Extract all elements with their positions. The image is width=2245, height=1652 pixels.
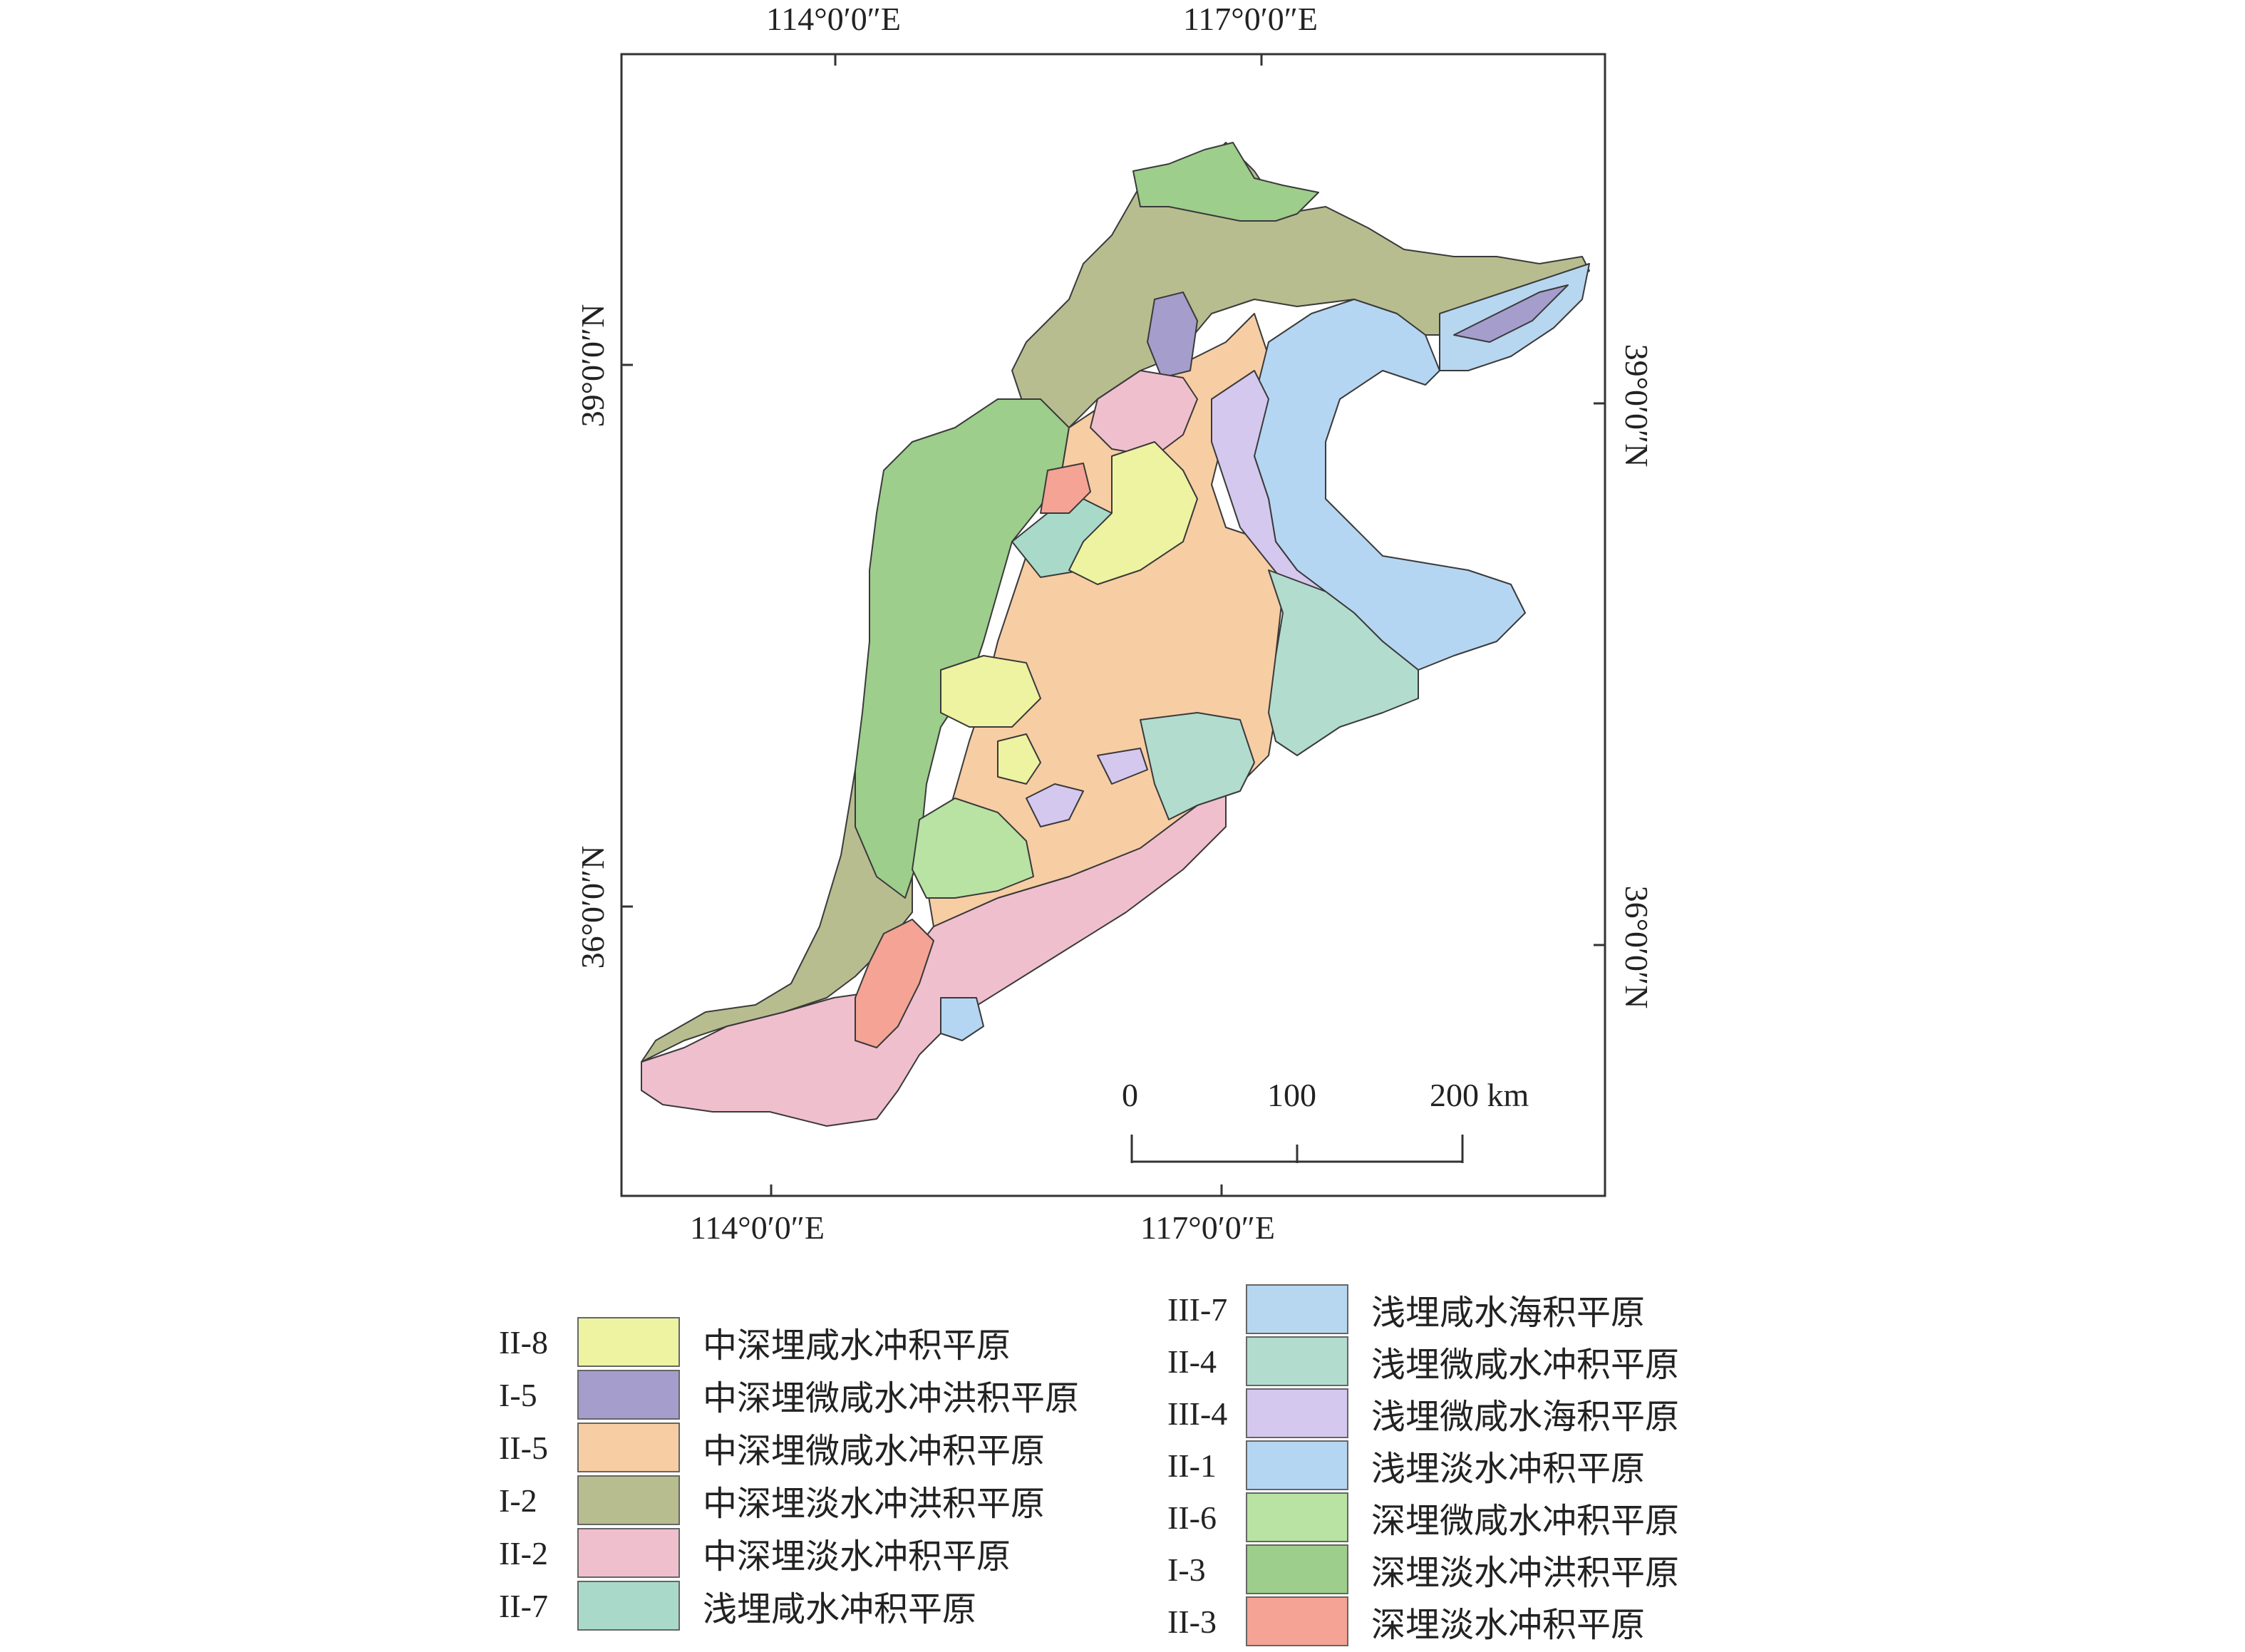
legend-item: II-2 中深埋淡水冲积平原 [499,1527,1011,1579]
legend-swatch [1246,1388,1348,1438]
legend-code: II-8 [499,1323,548,1361]
region-ii8-b [940,655,1041,728]
legend-item: II-8 中深埋咸水冲积平原 [499,1316,1011,1368]
region-ii2-north [1090,370,1198,457]
region-polygons [641,142,1590,1127]
legend-code: I-5 [499,1376,537,1413]
legend-swatch [1246,1544,1348,1594]
legend-swatch [1246,1336,1348,1386]
legend-code: II-1 [1167,1447,1217,1484]
legend-swatch [577,1528,680,1578]
scale-label-100: 100 [1267,1077,1316,1113]
legend-swatch [577,1581,680,1631]
region-ii8-c [997,733,1041,785]
region-ii2-south [641,783,1227,1127]
legend-label: 中深埋咸水冲积平原 [703,1326,1011,1366]
legend-item: I-3 深埋淡水冲洪积平原 [1167,1543,1679,1596]
legend-swatch [577,1370,680,1420]
legend-item: II-3 深埋淡水冲积平原 [1167,1595,1645,1648]
legend-label: 浅埋咸水海积平原 [1371,1293,1646,1333]
region-ii3-west [1040,463,1091,514]
region-i5-north [1147,291,1198,378]
legend-code: III-4 [1167,1395,1228,1432]
region-ii6-south [912,797,1034,899]
region-iii4-south [1026,783,1084,827]
legend-label: 深埋微咸水冲积平原 [1371,1501,1680,1541]
region-ii3-south [855,919,934,1048]
graticule-left-1: 39°0′0″N [574,304,611,428]
legend-item: II-6 深埋微咸水冲积平原 [1167,1491,1679,1544]
legend-code: II-2 [499,1534,548,1571]
legend-code: I-3 [1167,1551,1206,1588]
legend-code: II-3 [1167,1603,1217,1640]
legend-item: III-7 浅埋咸水海积平原 [1167,1283,1645,1336]
scale-label-0: 0 [1122,1077,1138,1113]
legend-code: I-2 [499,1482,537,1519]
legend-item: III-4 浅埋微咸水海积平原 [1167,1387,1679,1440]
legend-label: 中深埋淡水冲洪积平原 [703,1484,1046,1524]
graticule-left-2: 36°0′0″N [574,845,611,969]
legend-code: II-4 [1167,1343,1217,1380]
legend-label: 浅埋淡水冲积平原 [1371,1449,1646,1489]
legend-item: II-4 浅埋微咸水冲积平原 [1167,1335,1679,1388]
region-ii4-east [1268,569,1419,756]
legend-code: II-6 [1167,1499,1217,1536]
region-ii4-south [1140,712,1255,820]
legend-code: II-7 [499,1587,548,1624]
legend-label: 中深埋微咸水冲积平原 [703,1431,1046,1471]
legend-label: 中深埋淡水冲积平原 [703,1537,1011,1576]
scale-label-200: 200 km [1430,1077,1529,1113]
legend-swatch [577,1423,680,1472]
region-ii1-south [940,997,984,1041]
legend-swatch [577,1475,680,1525]
legend-label: 中深埋微咸水冲洪积平原 [703,1378,1080,1418]
region-ii8-a [1068,441,1198,585]
legend-label: 深埋淡水冲洪积平原 [1371,1553,1680,1593]
graticule-top-1: 114°0′0″E [766,1,902,37]
legend-label: 浅埋微咸水海积平原 [1371,1397,1680,1437]
legend-label: 浅埋微咸水冲积平原 [1371,1345,1680,1385]
legend-item: I-2 中深埋淡水冲洪积平原 [499,1474,1045,1527]
legend-item: I-5 中深埋微咸水冲洪积平原 [499,1368,1079,1421]
region-i5-northeast [1453,284,1569,343]
legend-item: II-5 中深埋微咸水冲积平原 [499,1421,1045,1474]
legend-item: II-7 浅埋咸水冲积平原 [499,1579,976,1632]
legend-code: II-5 [499,1429,548,1466]
scale-bar [1130,1135,1464,1163]
graticule-top-2: 117°0′0″E [1183,1,1318,37]
legend-swatch [1246,1440,1348,1490]
graticule-ticks [621,54,1605,1196]
legend-swatch [1246,1284,1348,1334]
legend-label: 浅埋咸水冲积平原 [703,1589,977,1629]
region-i3-north [1132,142,1319,222]
legend-swatch [1246,1596,1348,1646]
graticule-right-1: 39°0′0″N [1619,344,1655,468]
legend-swatch [1246,1492,1348,1542]
region-i2-west [641,769,913,1063]
legend-swatch [577,1317,680,1367]
graticule-bottom-2: 117°0′0″E [1140,1209,1276,1246]
legend-code: III-7 [1167,1291,1228,1328]
legend-label: 深埋淡水冲积平原 [1371,1605,1646,1645]
legend-item: II-1 浅埋淡水冲积平原 [1167,1439,1645,1492]
graticule-bottom-1: 114°0′0″E [690,1209,825,1246]
graticule-right-2: 36°0′0″N [1619,885,1655,1009]
region-iii4-small [1097,748,1148,785]
